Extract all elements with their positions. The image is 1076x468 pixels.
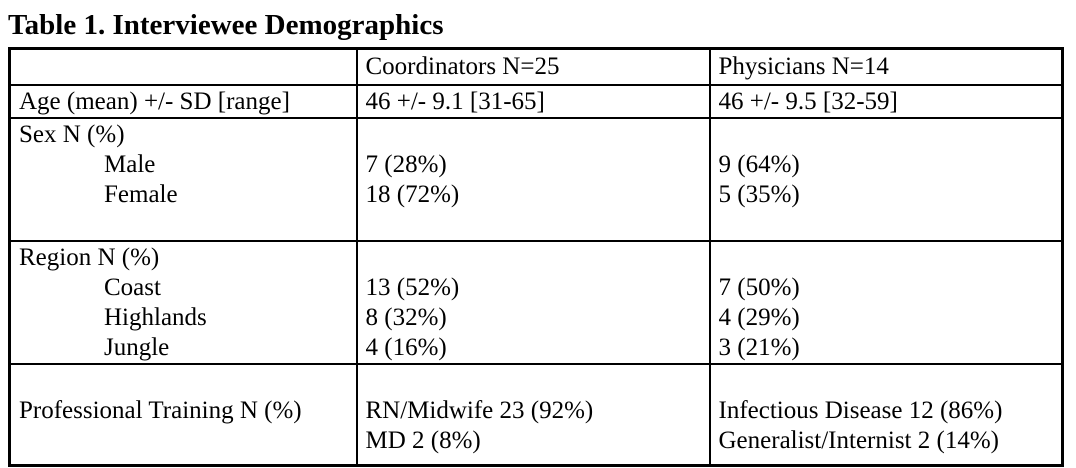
cell-line: 18 (72%) xyxy=(365,180,460,208)
header-row: Coordinators N=25 Physicians N=14 xyxy=(8,47,1064,86)
cell-line xyxy=(719,210,1058,239)
cell-line xyxy=(19,366,352,396)
table-cell: 7 (28%) 18 (72%) xyxy=(355,116,711,242)
cell-line: Female xyxy=(104,180,178,208)
table-cell: Professional Training N (%) xyxy=(8,362,358,467)
table-cell: Region N (%) Coast Highlands Jungle xyxy=(8,239,358,365)
cell-line: Highlands xyxy=(104,303,207,331)
cell-line: Coast xyxy=(104,273,161,301)
table-cell: 7 (50%) 4 (29%) 3 (21%) xyxy=(708,239,1064,365)
header-cell-blank xyxy=(8,47,358,86)
cell-line xyxy=(719,120,1058,150)
cell-line: MD 2 (8%) xyxy=(365,426,481,454)
cell-line: 7 (50%) xyxy=(718,273,800,301)
cell-line: Sex N (%) xyxy=(19,120,125,148)
sex-row: Sex N (%) Male Female 7 (28%) 18 (72%) 9 (6… xyxy=(8,116,1064,242)
cell-line: 8 (32%) xyxy=(365,303,447,331)
table-cell: RN/Midwife 23 (92%) MD 2 (8%) xyxy=(355,362,711,467)
table-title: Table 1. Interviewee Demographics xyxy=(8,9,444,41)
table-cell: 46 +/- 9.1 [31-65] xyxy=(355,83,711,119)
table-cell: 13 (52%) 8 (32%) 4 (16%) xyxy=(355,239,711,365)
table-cell: Sex N (%) Male Female xyxy=(8,116,358,242)
header-cell-physicians: Physicians N=14 xyxy=(708,47,1064,86)
cell-line xyxy=(366,210,705,239)
cell-line: Region N (%) xyxy=(19,243,160,271)
header-cell-coordinators: Coordinators N=25 xyxy=(355,47,711,86)
cell-line xyxy=(366,120,705,150)
cell-line: RN/Midwife 23 (92%) xyxy=(365,396,594,424)
training-row: Professional Training N (%) RN/Midwife 2… xyxy=(8,362,1064,467)
table-header: Coordinators N=25 Physicians N=14 xyxy=(8,47,1064,86)
age-row: Age (mean) +/- SD [range] 46 +/- 9.1 [31-… xyxy=(8,83,1064,119)
cell-line: Age (mean) +/- SD [range] xyxy=(19,87,290,115)
cell-line: 46 +/- 9.1 [31-65] xyxy=(365,87,545,115)
cell-line: Infectious Disease 12 (86%) xyxy=(718,396,1003,424)
table-cell: Age (mean) +/- SD [range] xyxy=(8,83,358,119)
cell-line: Generalist/Internist 2 (14%) xyxy=(718,426,999,454)
cell-line xyxy=(366,243,705,273)
cell-line: 5 (35%) xyxy=(718,180,800,208)
cell-line: 3 (21%) xyxy=(718,333,800,361)
cell-line: 46 +/- 9.5 [32-59] xyxy=(718,87,898,115)
region-row: Region N (%) Coast Highlands Jungle 13 (52%… xyxy=(8,239,1064,365)
table-cell: 46 +/- 9.5 [32-59] xyxy=(708,83,1064,119)
table-body: Age (mean) +/- SD [range] 46 +/- 9.1 [31-… xyxy=(8,83,1064,467)
cell-line: 4 (29%) xyxy=(718,303,800,331)
demographics-table: Coordinators N=25 Physicians N=14 Age (m… xyxy=(8,47,1064,467)
cell-line: 13 (52%) xyxy=(365,273,460,301)
cell-line: 4 (16%) xyxy=(365,333,447,361)
cell-line xyxy=(19,210,352,239)
cell-line: Jungle xyxy=(104,333,170,361)
cell-line xyxy=(719,366,1058,396)
cell-line xyxy=(719,243,1058,273)
table-cell: 9 (64%) 5 (35%) xyxy=(708,116,1064,242)
cell-line: Professional Training N (%) xyxy=(19,396,302,424)
cell-line: Male xyxy=(104,150,156,178)
cell-line: 9 (64%) xyxy=(718,150,800,178)
table-cell: Infectious Disease 12 (86%) Generalist/In… xyxy=(708,362,1064,467)
cell-line: 7 (28%) xyxy=(365,150,447,178)
cell-line xyxy=(366,366,705,396)
